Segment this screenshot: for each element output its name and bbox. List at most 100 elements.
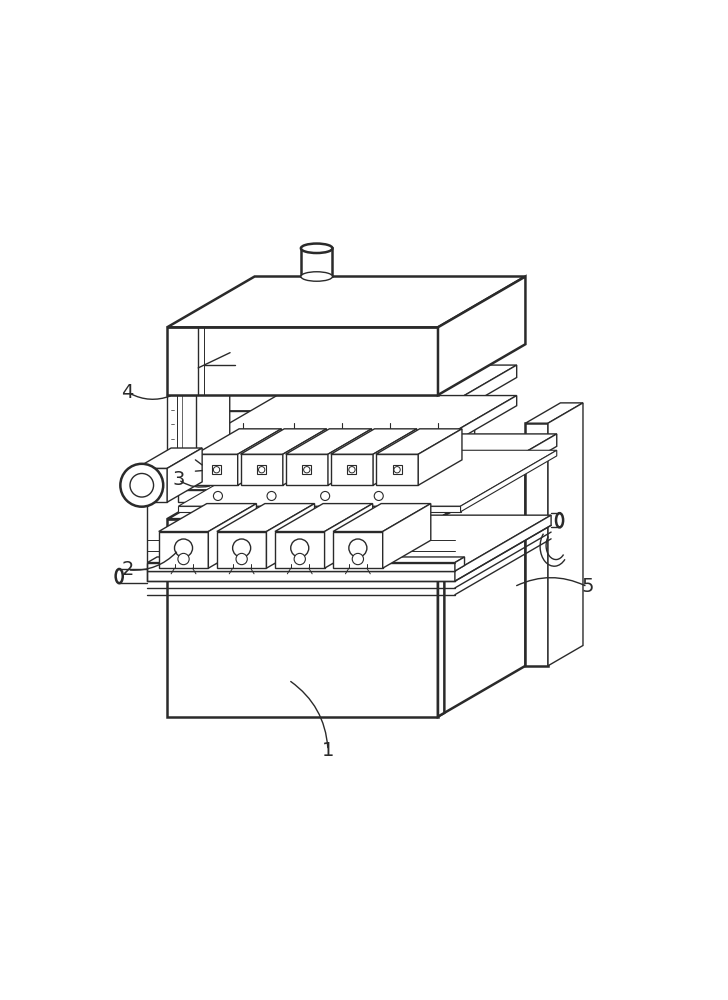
Ellipse shape [238, 436, 248, 441]
Circle shape [233, 539, 250, 557]
Polygon shape [333, 532, 383, 568]
Polygon shape [438, 468, 526, 717]
Polygon shape [136, 448, 202, 468]
Polygon shape [217, 504, 314, 532]
Polygon shape [148, 515, 551, 571]
Ellipse shape [289, 436, 299, 441]
Circle shape [294, 553, 306, 565]
Polygon shape [438, 396, 517, 451]
Polygon shape [285, 429, 372, 454]
Polygon shape [392, 465, 402, 474]
Polygon shape [136, 468, 167, 502]
Polygon shape [237, 429, 282, 485]
Polygon shape [331, 454, 373, 485]
Circle shape [130, 473, 154, 497]
Circle shape [178, 553, 189, 565]
Polygon shape [266, 504, 314, 568]
Polygon shape [208, 375, 243, 471]
Polygon shape [195, 454, 237, 485]
Circle shape [267, 491, 276, 500]
Circle shape [304, 467, 310, 473]
Polygon shape [240, 429, 327, 454]
Polygon shape [257, 465, 266, 474]
Polygon shape [283, 429, 327, 485]
Polygon shape [167, 327, 438, 395]
Polygon shape [178, 490, 461, 502]
Polygon shape [167, 519, 438, 717]
Polygon shape [198, 396, 517, 441]
Polygon shape [438, 365, 517, 423]
Ellipse shape [433, 436, 443, 441]
Polygon shape [148, 563, 455, 571]
Polygon shape [148, 571, 455, 581]
Circle shape [175, 539, 192, 557]
Polygon shape [198, 365, 517, 411]
Polygon shape [217, 532, 266, 568]
Polygon shape [197, 376, 230, 468]
Polygon shape [548, 403, 583, 666]
Circle shape [394, 467, 400, 473]
Circle shape [349, 467, 355, 473]
Polygon shape [195, 429, 282, 454]
Polygon shape [438, 515, 444, 717]
Circle shape [213, 491, 223, 500]
Ellipse shape [556, 513, 563, 527]
FancyArrowPatch shape [290, 681, 328, 748]
Polygon shape [198, 375, 243, 395]
Polygon shape [383, 504, 431, 568]
Polygon shape [198, 441, 438, 451]
FancyArrowPatch shape [181, 481, 210, 487]
Polygon shape [438, 276, 526, 395]
Text: 2: 2 [122, 560, 134, 579]
Text: 3: 3 [173, 470, 185, 489]
Ellipse shape [385, 436, 395, 441]
Circle shape [352, 553, 363, 565]
Polygon shape [178, 450, 557, 506]
Polygon shape [461, 434, 557, 502]
Polygon shape [198, 411, 438, 423]
Polygon shape [167, 395, 197, 468]
Polygon shape [373, 429, 417, 485]
Text: 5: 5 [581, 577, 594, 596]
Polygon shape [167, 376, 230, 395]
Circle shape [258, 467, 265, 473]
FancyArrowPatch shape [517, 578, 585, 586]
Ellipse shape [337, 436, 347, 441]
Polygon shape [328, 429, 372, 485]
Circle shape [374, 491, 383, 500]
Circle shape [120, 464, 163, 507]
Polygon shape [440, 375, 475, 471]
Polygon shape [240, 454, 283, 485]
Polygon shape [461, 450, 557, 512]
Polygon shape [302, 465, 312, 474]
Text: 1: 1 [322, 741, 334, 760]
Polygon shape [347, 465, 357, 474]
Circle shape [320, 491, 330, 500]
Polygon shape [167, 276, 526, 327]
Polygon shape [430, 395, 440, 471]
Ellipse shape [301, 244, 333, 253]
FancyArrowPatch shape [130, 552, 177, 570]
Circle shape [236, 553, 248, 565]
Text: 4: 4 [122, 383, 134, 402]
Polygon shape [333, 504, 431, 532]
Polygon shape [376, 429, 462, 454]
Polygon shape [159, 504, 256, 532]
Polygon shape [208, 504, 256, 568]
Polygon shape [178, 434, 557, 490]
Circle shape [213, 467, 220, 473]
FancyArrowPatch shape [130, 393, 170, 399]
Polygon shape [167, 448, 202, 502]
Polygon shape [167, 468, 526, 519]
Polygon shape [455, 515, 551, 581]
Polygon shape [376, 454, 418, 485]
Polygon shape [301, 248, 333, 276]
Polygon shape [159, 532, 208, 568]
Polygon shape [178, 506, 461, 512]
Polygon shape [331, 429, 417, 454]
Ellipse shape [116, 569, 123, 583]
Polygon shape [212, 465, 221, 474]
Polygon shape [285, 454, 328, 485]
Polygon shape [275, 532, 325, 568]
Polygon shape [430, 375, 475, 395]
